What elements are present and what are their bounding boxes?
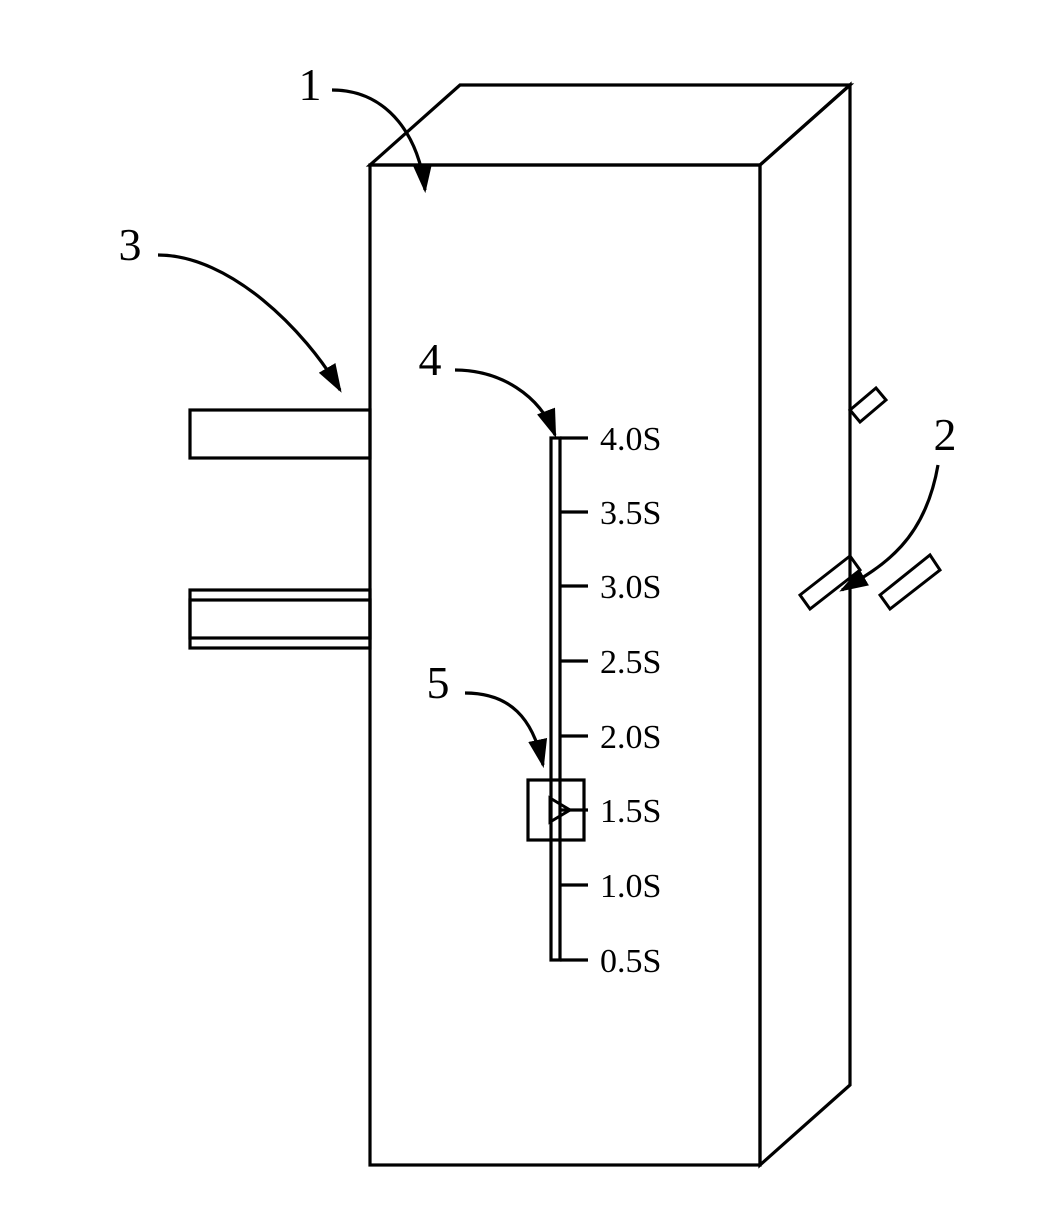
callout-2: 2: [842, 409, 957, 590]
callout-label: 2: [934, 409, 957, 460]
callout-label: 3: [119, 219, 142, 270]
callout-3: 3: [119, 219, 341, 390]
scale-tick-label: 4.0S: [600, 421, 661, 458]
socket-slots: [800, 388, 940, 609]
callout-label: 5: [427, 657, 450, 708]
scale-tick-label: 2.0S: [600, 719, 661, 756]
callout-5: 5: [427, 657, 544, 765]
timer-scale: 4.0S 3.5S 3.0S 2.5S 2.0S 1.5S 1.0S 0.5S: [551, 421, 661, 980]
callout-4: 4: [419, 334, 556, 435]
scale-tick-label: 1.5S: [600, 793, 661, 830]
plug-prongs: [190, 410, 370, 648]
device-body: [370, 85, 850, 1165]
callout-1: 1: [299, 59, 426, 190]
callout-label: 4: [419, 334, 442, 385]
scale-tick-label: 3.5S: [600, 495, 661, 532]
callout-label: 1: [299, 59, 322, 110]
scale-tick-label: 1.0S: [600, 868, 661, 905]
scale-tick-label: 3.0S: [600, 569, 661, 606]
scale-tick-label: 2.5S: [600, 644, 661, 681]
scale-tick-label: 0.5S: [600, 943, 661, 980]
